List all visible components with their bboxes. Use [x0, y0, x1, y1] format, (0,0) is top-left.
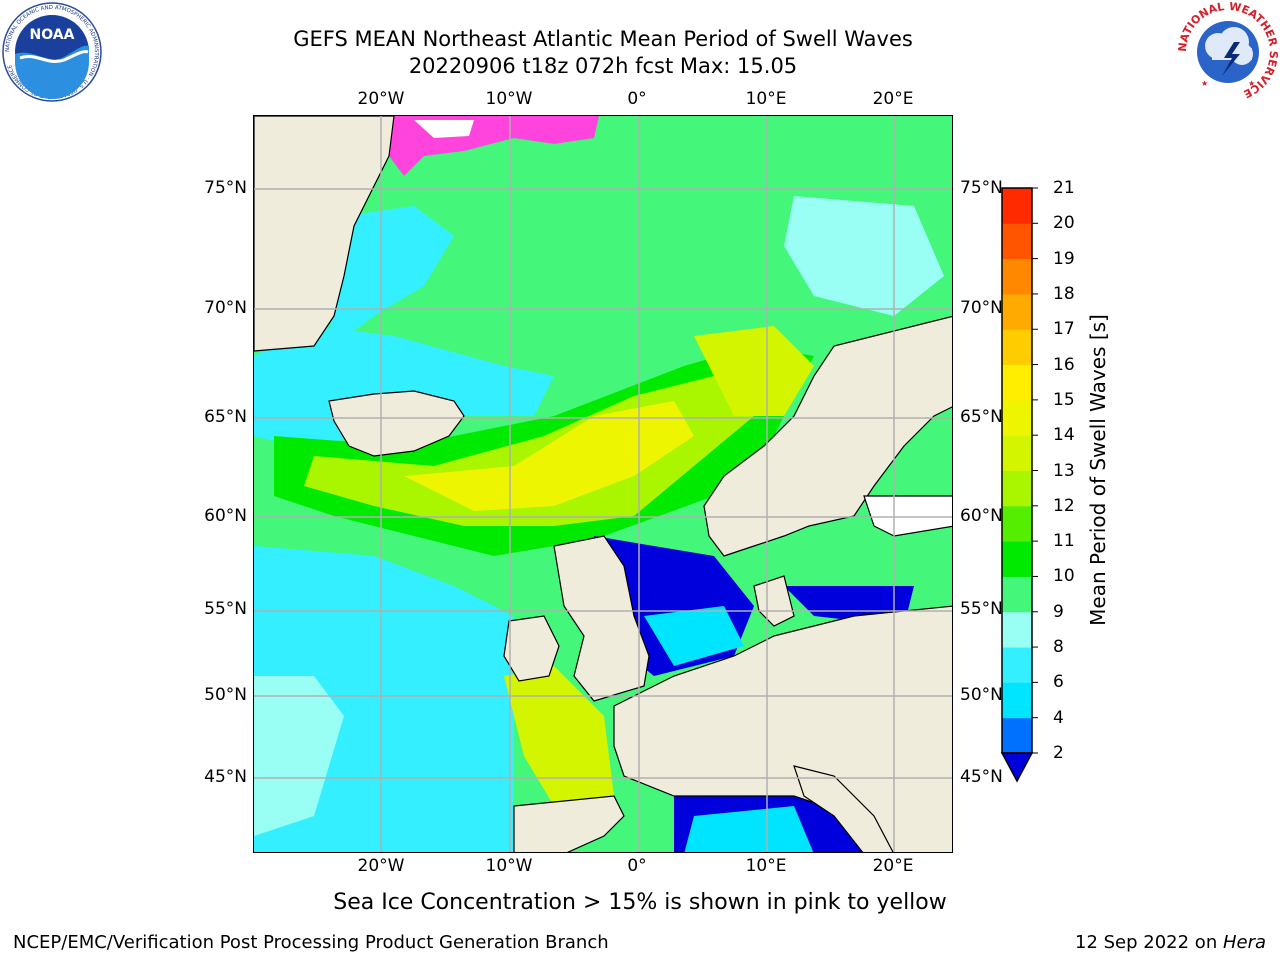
- lon-label-bottom: 20°W: [357, 856, 405, 876]
- field-barents: [784, 196, 944, 316]
- colorbar-band: [1002, 470, 1032, 507]
- colorbar-tick-label: 17: [1053, 319, 1075, 340]
- lon-label-top: 20°E: [872, 89, 914, 109]
- lon-label-top: 10°W: [485, 89, 533, 109]
- chart-title: GEFS MEAN Northeast Atlantic Mean Period…: [293, 27, 913, 51]
- map-panel: [253, 115, 953, 853]
- colorbar-band: [1002, 717, 1032, 754]
- lat-label-left: 55°N: [204, 599, 247, 619]
- footer-host: Hera: [1222, 932, 1266, 953]
- iceland-land: [328, 390, 465, 457]
- colorbar-band: [1002, 647, 1032, 683]
- gulf-of-bothnia: [863, 495, 952, 537]
- field-very-low-west: [254, 676, 344, 836]
- colorbar-band: [1002, 682, 1032, 719]
- colorbar-tick-label: 19: [1053, 248, 1075, 269]
- colorbar-band: [1002, 188, 1032, 224]
- lat-label-right: 60°N: [960, 506, 1003, 526]
- colorbar-tick-label: 6: [1053, 672, 1064, 693]
- footer-date-text: 12 Sep 2022 on: [1075, 932, 1223, 953]
- sea-ice-white: [414, 120, 474, 138]
- lat-label-right: 65°N: [960, 407, 1003, 427]
- noaa-logo-icon: NATIONAL OCEANIC AND ATMOSPHERIC ADMINIS…: [2, 2, 102, 102]
- noaa-logo-text: NOAA: [30, 27, 75, 43]
- lat-label-right: 45°N: [960, 767, 1003, 787]
- colorbar-tick-label: 2: [1053, 743, 1064, 763]
- lon-label-bottom: 10°E: [745, 856, 787, 876]
- star-icon: ★: [1248, 79, 1255, 88]
- colorbar-extension: [1000, 752, 1034, 783]
- chart-subtitle: 20220906 t18z 072h fcst Max: 15.05: [408, 54, 798, 78]
- lat-label-left: 65°N: [204, 407, 247, 427]
- colorbar-band: [1002, 364, 1032, 401]
- footer-date: 12 Sep 2022 on Hera: [1075, 932, 1266, 953]
- colorbar-band: [1002, 611, 1032, 648]
- lat-label-left: 70°N: [204, 298, 247, 318]
- field-med-west: [684, 806, 814, 852]
- field-low-period-north: [254, 326, 554, 446]
- colorbar-tick-label: 8: [1053, 637, 1064, 658]
- colorbar-band: [1002, 223, 1032, 260]
- lat-label-left: 60°N: [204, 506, 247, 526]
- lat-label-right: 70°N: [960, 298, 1003, 318]
- field-max-period: [404, 401, 694, 511]
- lon-label-top: 10°E: [745, 89, 787, 109]
- lat-label-left: 45°N: [204, 767, 247, 787]
- star-icon: ★: [1201, 79, 1208, 88]
- italy-land: [793, 765, 894, 852]
- field-greenland-sea: [324, 206, 454, 346]
- map-gridlines: [254, 116, 952, 852]
- colorbar-band: [1002, 329, 1032, 366]
- lon-label-top: 20°W: [357, 89, 405, 109]
- colorbar-tick-label: 15: [1053, 389, 1075, 410]
- lat-label-right: 55°N: [960, 599, 1003, 619]
- field-biscay: [504, 666, 614, 806]
- colorbar-tick-label: 11: [1053, 531, 1075, 552]
- colorbar-band: [1002, 505, 1032, 542]
- greenland-land: [254, 116, 395, 352]
- national-weather-service-logo-icon: NATIONAL WEATHER SERVICE ★ ★: [1176, 0, 1280, 102]
- continental-europe-land: [613, 605, 952, 852]
- denmark-land: [753, 575, 795, 627]
- colorbar-tick-label: 18: [1053, 283, 1075, 304]
- swell-period-map: [254, 116, 952, 852]
- colorbar-tick-label: 4: [1053, 707, 1064, 728]
- colorbar-band: [1002, 293, 1032, 330]
- colorbar-band: [1002, 399, 1032, 436]
- colorbar-tick-label: 14: [1053, 425, 1075, 446]
- colorbar-tick-label: 21: [1053, 178, 1075, 198]
- sea-ice-note: Sea Ice Concentration > 15% is shown in …: [333, 890, 947, 915]
- lon-label-bottom: 0°: [627, 856, 647, 876]
- lon-label-bottom: 10°W: [485, 856, 533, 876]
- footer-credit: NCEP/EMC/Verification Post Processing Pr…: [13, 932, 609, 953]
- lat-label-right: 50°N: [960, 685, 1003, 705]
- colorbar-tick-label: 9: [1053, 601, 1064, 622]
- colorbar-tick-label: 16: [1053, 354, 1075, 375]
- field-norway-coast: [694, 326, 814, 416]
- lon-label-bottom: 20°E: [872, 856, 914, 876]
- ireland-land: [503, 615, 560, 682]
- colorbar-tick-label: 20: [1053, 213, 1075, 234]
- colorbar-band: [1002, 258, 1032, 295]
- field-north-sea-south: [644, 606, 744, 666]
- iberia-land: [513, 795, 625, 852]
- colorbar: [1000, 186, 1040, 786]
- lon-label-top: 0°: [627, 89, 647, 109]
- great-britain-land: [553, 535, 650, 702]
- colorbar-tick-label: 13: [1053, 460, 1075, 481]
- colorbar-band: [1002, 576, 1032, 613]
- lat-label-right: 75°N: [960, 178, 1003, 198]
- colorbar-tick-label: 12: [1053, 495, 1075, 516]
- colorbar-band: [1002, 435, 1032, 471]
- colorbar-title: Mean Period of Swell Waves [s]: [1086, 314, 1110, 626]
- lat-label-left: 50°N: [204, 685, 247, 705]
- colorbar-tick-label: 10: [1053, 566, 1075, 587]
- lat-label-left: 75°N: [204, 178, 247, 198]
- colorbar-band: [1002, 541, 1032, 577]
